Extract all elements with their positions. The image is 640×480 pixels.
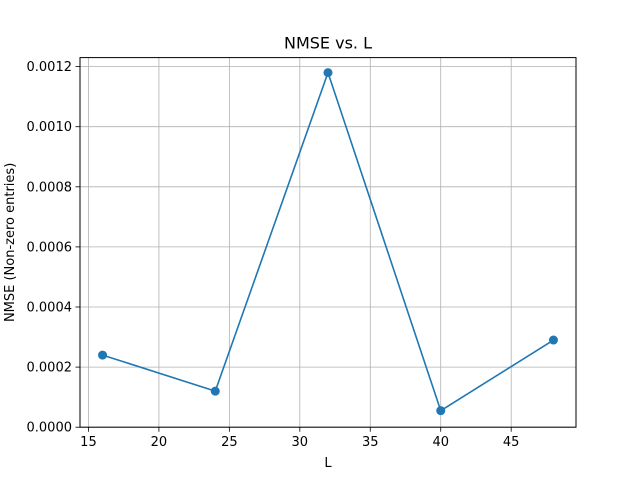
data-point: [323, 68, 333, 78]
y-tick-label: 0.0004: [27, 301, 73, 316]
x-tick-label: 25: [221, 435, 238, 450]
y-tick-label: 0.0008: [27, 180, 73, 195]
axis-ticks: 15 20 25 30 35 40 45 0.0000 0.0002 0.0004 0.0006 0.…: [27, 60, 520, 450]
y-tick-label: 0.0010: [27, 120, 73, 135]
x-tick-label: 30: [292, 435, 309, 450]
data-point: [548, 335, 558, 345]
chart-title: NMSE vs. L: [284, 34, 372, 53]
x-tick-label: 40: [432, 435, 449, 450]
x-tick-label: 15: [80, 435, 97, 450]
data-point: [98, 350, 108, 360]
axes-frame: [79, 57, 577, 428]
grid-lines: [80, 57, 576, 428]
data-point: [436, 406, 446, 416]
x-axis-label: L: [324, 456, 332, 471]
x-tick-label: 20: [151, 435, 168, 450]
y-tick-label: 0.0012: [27, 60, 73, 75]
x-tick-label: 35: [362, 435, 379, 450]
data-point: [210, 386, 220, 396]
y-axis-label: NMSE (Non-zero entries): [3, 163, 18, 322]
y-tick-label: 0.0000: [27, 421, 73, 436]
y-tick-label: 0.0002: [27, 361, 73, 376]
y-tick-label: 0.0006: [27, 240, 73, 255]
x-tick-label: 45: [503, 435, 520, 450]
data-series: [98, 68, 558, 416]
